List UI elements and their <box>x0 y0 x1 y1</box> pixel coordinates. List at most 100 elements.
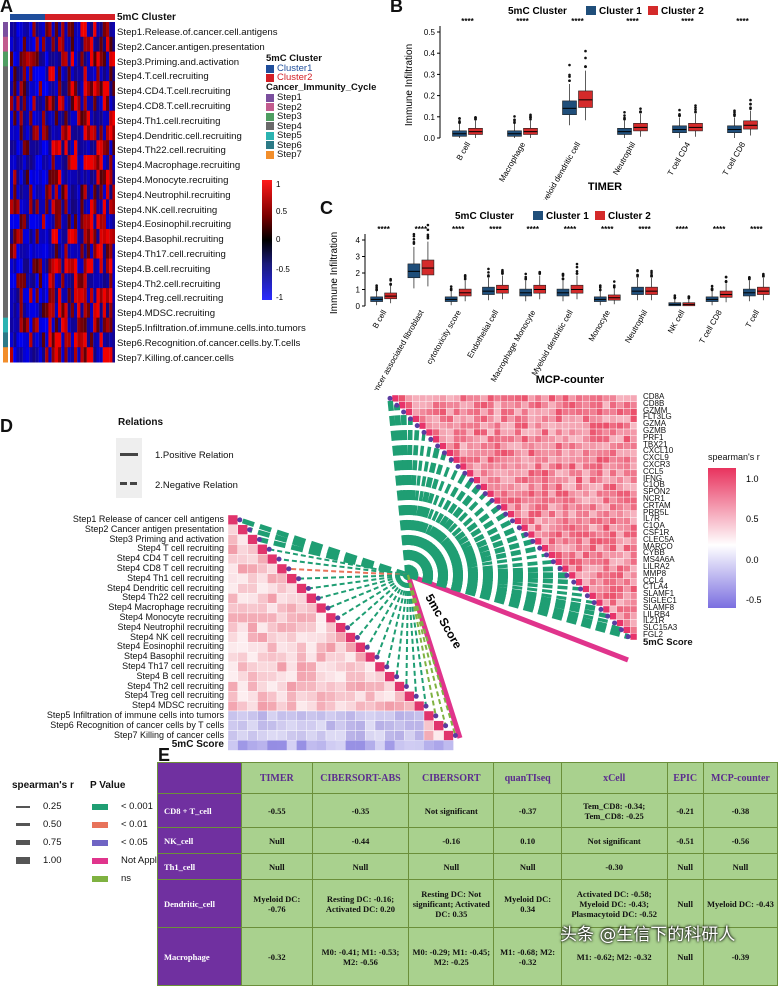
heatmap-cell <box>20 96 23 111</box>
gene-corr-cell <box>521 511 528 518</box>
gene-corr-cell <box>623 572 630 579</box>
gene-corr-cell <box>460 463 467 470</box>
heatmap-cell <box>58 273 61 288</box>
d-left-label: Step7 Killing of cancer cells <box>114 730 224 740</box>
score-cell <box>385 740 395 750</box>
cycle-corr-cell <box>238 584 248 594</box>
legend-swatch <box>266 113 274 121</box>
gene-corr-cell <box>617 613 624 620</box>
gene-corr-cell <box>555 463 562 470</box>
gene-corr-cell <box>603 470 610 477</box>
gene-corr-cell <box>440 443 447 450</box>
gene-corr-cell <box>576 531 583 538</box>
gene-corr-cell <box>494 456 501 463</box>
spearman-tick: 0.5 <box>746 514 759 524</box>
heatmap-cell <box>90 96 93 111</box>
cycle-corr-cell <box>248 672 258 682</box>
gene-corr-cell <box>460 422 467 429</box>
score-cell <box>326 740 336 750</box>
cycle-corr-cell <box>257 682 267 692</box>
cycle-corr-cell <box>267 731 277 741</box>
gene-corr-cell <box>610 552 617 559</box>
gene-corr-cell <box>610 456 617 463</box>
step-annotation <box>3 229 8 244</box>
cycle-corr-cell <box>238 525 248 535</box>
heatmap-cell <box>109 140 112 155</box>
gene-corr-cell <box>494 463 501 470</box>
gene-corr-cell <box>576 558 583 565</box>
heatmap-colorbar: 1 0.5 0 -0.5 -1 <box>262 180 302 305</box>
heatmap-cell <box>52 81 55 96</box>
heatmap-cell <box>103 125 106 140</box>
outlier-point <box>584 65 587 68</box>
heatmap-cell <box>32 170 35 185</box>
heatmap-cell <box>26 155 29 170</box>
gene-corr-cell <box>508 497 515 504</box>
cycle-corr-cell <box>277 564 287 574</box>
heatmap-cell <box>71 199 74 214</box>
heatmap-cell <box>90 244 93 259</box>
table-cell: M1: -0.68; M2: -0.32 <box>494 928 561 986</box>
gene-corr-cell <box>610 531 617 538</box>
heatmap-cell <box>20 347 23 362</box>
heatmap-cell <box>13 244 16 259</box>
cycle-corr-cell <box>365 701 375 711</box>
heatmap-cell <box>20 125 23 140</box>
heatmap-cell <box>36 140 39 155</box>
heatmap-cell <box>93 52 96 67</box>
gene-corr-cell <box>610 504 617 511</box>
heatmap-cell <box>55 140 58 155</box>
heatmap-cell <box>61 155 64 170</box>
heatmap-cell <box>112 125 115 140</box>
gene-corr-cell <box>630 436 637 443</box>
gene-corr-cell <box>623 463 630 470</box>
gene-corr-cell <box>494 415 501 422</box>
significance-label: **** <box>564 225 577 234</box>
heatmap-cell <box>48 214 51 229</box>
heatmap-cell <box>48 37 51 52</box>
gene-corr-cell <box>623 477 630 484</box>
gene-corr-cell <box>555 497 562 504</box>
heatmap-cell <box>36 37 39 52</box>
gene-corr-cell <box>589 558 596 565</box>
heatmap-cell <box>64 318 67 333</box>
heatmap-cell <box>48 170 51 185</box>
heatmap-cell <box>109 244 112 259</box>
heatmap-cell <box>23 66 26 81</box>
gene-corr-cell <box>555 558 562 565</box>
heatmap-cell <box>84 347 87 362</box>
heatmap-cell <box>13 96 16 111</box>
heatmap-cell <box>77 66 80 81</box>
cycle-corr-cell <box>316 603 326 613</box>
heatmap-cell <box>109 318 112 333</box>
cycle-corr-cell <box>316 652 326 662</box>
gene-corr-cell <box>630 552 637 559</box>
significance-label: **** <box>489 225 502 234</box>
cycle-corr-cell <box>248 662 258 672</box>
pvalue-legend-title: P Value <box>90 780 125 791</box>
gene-corr-cell <box>623 552 630 559</box>
heatmap-cell <box>93 303 96 318</box>
cycle-corr-cell <box>297 642 307 652</box>
heatmap-cell <box>71 332 74 347</box>
table-cell: Tem_CD8: -0.34; Tem_CD8: -0.25 <box>561 794 667 828</box>
heatmap-cell <box>32 125 35 140</box>
heatmap-cell <box>74 288 77 303</box>
heatmap-cell <box>71 288 74 303</box>
heatmap-cell <box>39 140 42 155</box>
gene-corr-cell <box>596 599 603 606</box>
gene-corr-cell <box>549 552 556 559</box>
cycle-corr-cell <box>267 574 277 584</box>
heatmap-cell <box>109 199 112 214</box>
gene-corr-cell <box>521 463 528 470</box>
cycle-corr-cell <box>424 721 434 731</box>
gene-corr-cell <box>521 409 528 416</box>
table-cell: -0.51 <box>667 828 703 854</box>
cycle-corr-cell <box>297 721 307 731</box>
heatmap-cell <box>20 273 23 288</box>
gene-corr-cell <box>474 436 481 443</box>
heatmap-cell <box>109 185 112 200</box>
heatmap-cell <box>90 259 93 274</box>
outlier-point <box>688 295 691 298</box>
gene-corr-cell <box>603 572 610 579</box>
